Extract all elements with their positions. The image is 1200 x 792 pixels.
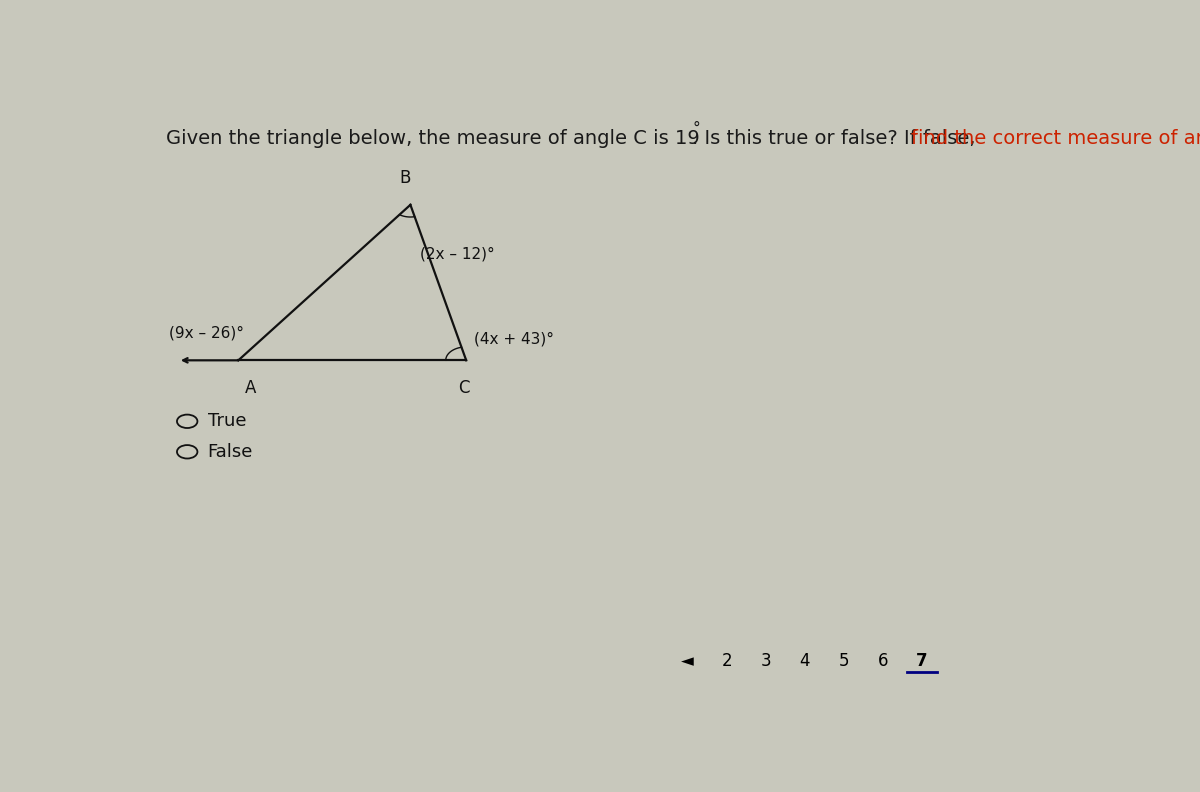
Text: C: C <box>458 379 470 397</box>
Text: 3: 3 <box>761 652 770 670</box>
Text: (4x + 43)°: (4x + 43)° <box>474 332 553 346</box>
Text: B: B <box>400 169 410 186</box>
Text: ◄: ◄ <box>682 652 694 670</box>
Text: 6: 6 <box>877 652 888 670</box>
Text: 5: 5 <box>839 652 850 670</box>
Text: (9x – 26)°: (9x – 26)° <box>168 326 244 341</box>
Text: False: False <box>208 443 253 461</box>
Text: A: A <box>245 379 256 397</box>
Text: 4: 4 <box>799 652 810 670</box>
Text: °: ° <box>692 121 700 136</box>
Text: find the correct measure of angle C.: find the correct measure of angle C. <box>911 128 1200 147</box>
Text: (2x – 12)°: (2x – 12)° <box>420 246 494 261</box>
Text: 2: 2 <box>721 652 732 670</box>
Text: 7: 7 <box>916 652 928 670</box>
Text: True: True <box>208 413 246 430</box>
Text: Given the triangle below, the measure of angle C is 19: Given the triangle below, the measure of… <box>166 128 700 147</box>
Text: . Is this true or false? If false,: . Is this true or false? If false, <box>692 128 982 147</box>
